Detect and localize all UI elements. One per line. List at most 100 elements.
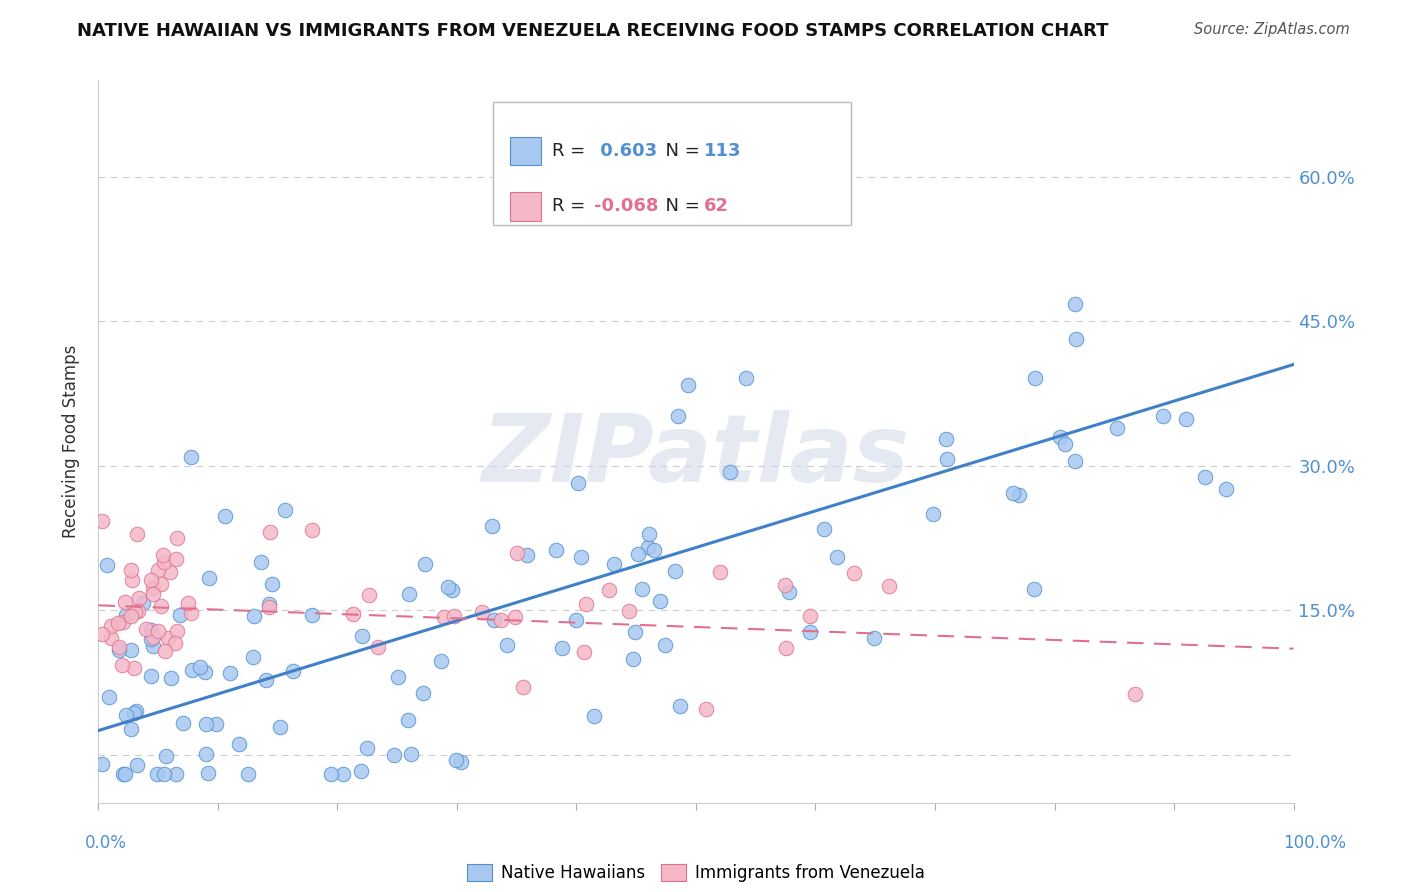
Point	[254, 673, 277, 687]
Point	[396, 713, 419, 727]
Point	[139, 573, 162, 587]
Point	[1063, 454, 1085, 468]
Point	[440, 583, 463, 598]
Point	[249, 555, 271, 569]
Point	[444, 753, 467, 767]
Point	[567, 476, 589, 491]
Point	[842, 566, 865, 580]
Point	[124, 605, 146, 619]
Point	[127, 604, 149, 618]
Text: -0.068: -0.068	[595, 197, 658, 215]
Point	[114, 767, 136, 781]
Point	[139, 668, 162, 682]
Point	[172, 716, 194, 731]
Point	[799, 625, 821, 640]
Point	[111, 658, 134, 673]
Point	[429, 654, 451, 668]
Point	[132, 596, 155, 610]
Point	[666, 409, 689, 423]
Point	[169, 608, 191, 623]
Point	[623, 625, 645, 640]
Point	[146, 767, 169, 781]
Point	[669, 698, 692, 713]
Point	[100, 619, 122, 633]
Point	[877, 579, 900, 593]
Point	[204, 716, 226, 731]
Point	[863, 631, 886, 645]
Point	[643, 542, 665, 557]
Point	[146, 564, 169, 578]
Point	[496, 638, 519, 652]
Point	[481, 518, 503, 533]
Point	[1053, 437, 1076, 451]
Point	[108, 643, 131, 657]
Point	[1174, 412, 1197, 426]
Point	[936, 452, 959, 467]
Point	[1107, 421, 1129, 435]
Point	[180, 450, 202, 464]
Point	[301, 607, 323, 622]
Point	[342, 607, 364, 621]
Point	[813, 522, 835, 536]
Point	[516, 548, 538, 562]
Point	[112, 767, 135, 781]
Y-axis label: Receiving Food Stamps: Receiving Food Stamps	[62, 345, 80, 538]
Point	[1002, 485, 1025, 500]
Text: 0.0%: 0.0%	[84, 834, 127, 852]
Point	[139, 623, 162, 637]
Point	[571, 550, 593, 565]
Point	[165, 767, 187, 781]
Point	[565, 613, 588, 627]
Point	[654, 638, 676, 652]
Point	[413, 557, 436, 571]
Point	[598, 583, 620, 598]
Point	[319, 767, 342, 781]
Point	[114, 594, 136, 608]
Point	[387, 670, 409, 684]
Point	[120, 722, 142, 736]
Point	[503, 609, 526, 624]
Point	[778, 585, 800, 599]
Point	[922, 507, 945, 521]
Point	[181, 663, 204, 677]
Point	[1152, 409, 1174, 424]
Point	[935, 432, 957, 446]
Point	[177, 596, 200, 610]
Point	[242, 608, 264, 623]
Point	[91, 514, 114, 528]
Point	[165, 552, 187, 566]
Point	[332, 767, 354, 781]
Point	[382, 748, 405, 763]
Point	[180, 606, 202, 620]
Point	[142, 630, 165, 644]
Point	[450, 755, 472, 769]
Point	[160, 671, 183, 685]
Point	[122, 706, 145, 720]
Point	[166, 531, 188, 545]
Point	[236, 767, 259, 781]
Point	[350, 764, 373, 778]
Point	[214, 509, 236, 524]
Point	[124, 661, 146, 675]
Point	[1024, 371, 1046, 385]
Text: Source: ZipAtlas.com: Source: ZipAtlas.com	[1194, 22, 1350, 37]
Point	[153, 644, 176, 658]
Point	[1125, 687, 1147, 701]
Legend: Native Hawaiians, Immigrants from Venezuela: Native Hawaiians, Immigrants from Venezu…	[461, 857, 931, 888]
Text: 62: 62	[704, 197, 728, 215]
Point	[115, 607, 138, 622]
Point	[197, 765, 219, 780]
Text: ZIPatlas: ZIPatlas	[482, 410, 910, 502]
Point	[491, 613, 513, 627]
Point	[359, 588, 381, 602]
Point	[96, 558, 118, 573]
Point	[399, 747, 422, 762]
Point	[1064, 332, 1087, 346]
Point	[166, 624, 188, 639]
Point	[572, 645, 595, 659]
Text: R =: R =	[553, 142, 591, 160]
Point	[97, 690, 120, 704]
Point	[141, 632, 163, 647]
Point	[100, 631, 122, 645]
Point	[195, 717, 218, 731]
